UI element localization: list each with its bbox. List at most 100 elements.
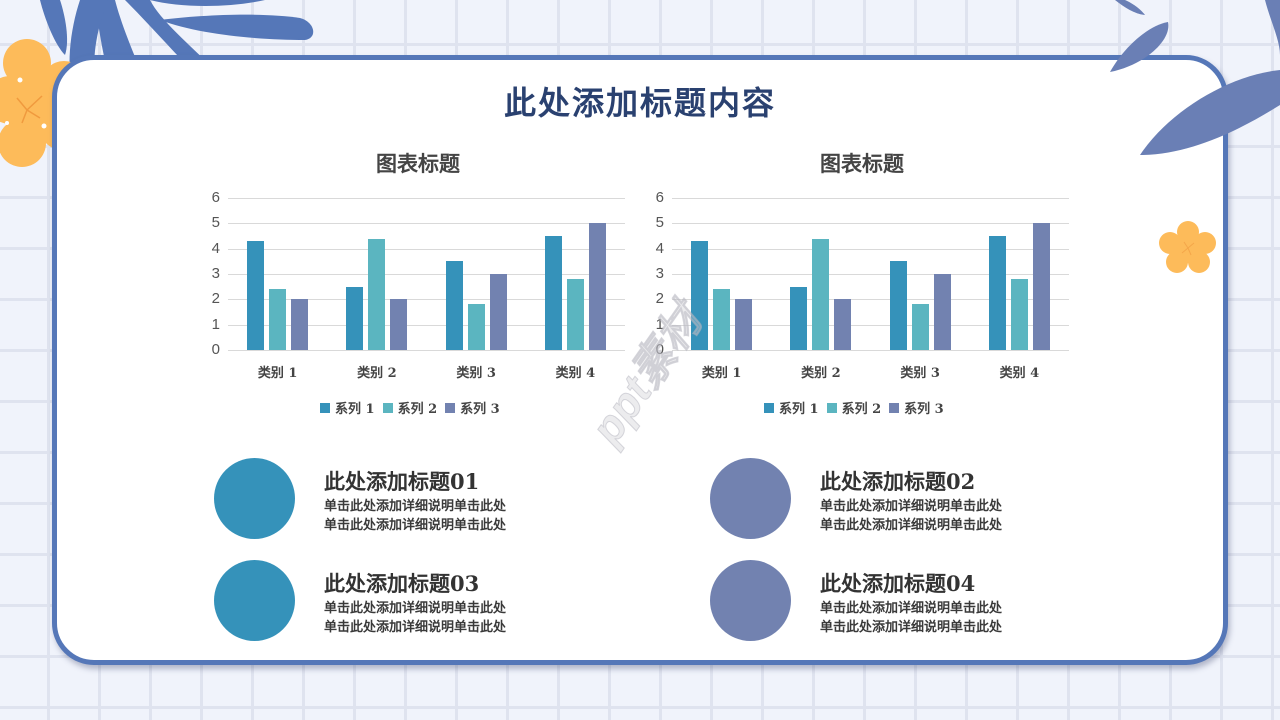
bar-chart-right: 图表标题 0 1 2 3 4 5 6 类别 1 类别 2 类别 3 类别 4 系列 1 系列 2 系列 3 (632, 148, 1092, 428)
gridline (672, 299, 1069, 301)
gridline (672, 324, 1069, 326)
item-description: 单击此处添加详细说明单击此处 (324, 601, 507, 616)
gridline (672, 248, 1069, 250)
y-tick-label: 4 (211, 239, 220, 257)
circle-icon (710, 458, 791, 539)
y-tick-label: 6 (211, 189, 220, 206)
bar-2 (812, 238, 830, 350)
item-description: 单击此处添加详细说明单击此处 (820, 518, 1003, 533)
gridline (672, 274, 1069, 275)
x-category-label: 类别 2 (357, 366, 397, 381)
y-tick-label: 4 (655, 239, 664, 257)
legend-label: 系列 3 (460, 402, 500, 417)
y-tick-label: 1 (655, 315, 664, 333)
bar-2 (269, 289, 287, 350)
legend-label: 系列 3 (904, 402, 944, 417)
legend-item: 系列 2 (826, 398, 882, 417)
legend-item: 系列 2 (382, 398, 438, 417)
legend-swatch-icon (764, 402, 774, 413)
legend-label: 系列 2 (397, 402, 438, 417)
legend-swatch-icon (889, 402, 900, 413)
chart-legend: 系列 1 系列 2 系列 3 (320, 398, 500, 417)
legend-label: 系列 1 (779, 402, 819, 417)
legend-swatch-icon (320, 402, 330, 413)
bar-1 (988, 236, 1006, 350)
flower-decoration-right (1159, 221, 1216, 273)
circle-icon (214, 560, 295, 641)
x-category-label: 类别 3 (900, 366, 940, 381)
bar-1 (790, 286, 808, 350)
legend-swatch-icon (382, 402, 393, 413)
info-item-3: 此处添加标题03 单击此处添加详细说明单击此处 单击此处添加详细说明单击此处 (214, 560, 574, 642)
x-category-label: 类别 1 (257, 366, 298, 381)
info-item-4: 此处添加标题04 单击此处添加详细说明单击此处 单击此处添加详细说明单击此处 (710, 560, 1070, 642)
bar-3 (735, 299, 753, 350)
y-tick-label: 6 (655, 189, 664, 206)
x-category-label: 类别 2 (801, 366, 841, 381)
bar-2 (911, 304, 929, 350)
plot-area (672, 198, 1069, 351)
bar-1 (247, 241, 265, 350)
bar-2 (566, 279, 584, 350)
gridline (228, 274, 625, 275)
legend-item: 系列 3 (445, 398, 500, 417)
chart-title: 图表标题 (820, 151, 904, 176)
gridline (228, 299, 625, 301)
legend-swatch-icon (445, 402, 456, 413)
bar-2 (368, 238, 386, 350)
leaf-decoration-top-right (1110, 0, 1280, 155)
y-tick-label: 0 (211, 341, 220, 358)
x-category-label: 类别 3 (456, 366, 496, 381)
x-category-label: 类别 1 (701, 366, 742, 381)
y-tick-label: 5 (211, 214, 220, 232)
y-tick-label: 0 (655, 341, 664, 358)
item-description: 单击此处添加详细说明单击此处 (820, 499, 1003, 514)
item-title: 此处添加标题02 (820, 469, 976, 494)
bar-1 (544, 236, 562, 350)
slide-title: 此处添加标题内容 (503, 84, 776, 122)
bar-1 (889, 261, 907, 350)
info-item-1: 此处添加标题01 单击此处添加详细说明单击此处 单击此处添加详细说明单击此处 (214, 458, 574, 540)
y-tick-label: 5 (655, 214, 664, 232)
bar-3 (834, 299, 852, 350)
item-description: 单击此处添加详细说明单击此处 (820, 620, 1003, 635)
gridline (672, 198, 1069, 199)
legend-item: 系列 1 (320, 398, 375, 417)
y-tick-label: 2 (211, 290, 220, 308)
bar-2 (467, 304, 485, 350)
gridline (228, 324, 625, 326)
gridline (672, 223, 1069, 225)
y-tick-label: 3 (655, 265, 664, 282)
y-tick-label: 1 (211, 315, 220, 333)
item-title: 此处添加标题04 (820, 571, 976, 596)
y-tick-label: 2 (655, 290, 664, 308)
legend-item: 系列 3 (889, 398, 944, 417)
gridline (228, 198, 625, 199)
gridline (228, 223, 625, 225)
circle-icon (214, 458, 295, 539)
x-category-label: 类别 4 (999, 366, 1040, 381)
bar-1 (691, 241, 709, 350)
bar-2 (713, 289, 731, 350)
bar-3 (390, 299, 408, 350)
bar-3 (489, 274, 507, 350)
item-title: 此处添加标题01 (324, 469, 480, 494)
legend-swatch-icon (826, 402, 837, 413)
chart-legend: 系列 1 系列 2 系列 3 (764, 398, 944, 417)
x-category-label: 类别 4 (555, 366, 596, 381)
item-description: 单击此处添加详细说明单击此处 (324, 620, 507, 635)
bar-3 (1032, 223, 1050, 350)
gridline (228, 350, 625, 351)
legend-label: 系列 1 (335, 402, 375, 417)
bar-2 (1010, 279, 1028, 350)
bar-3 (588, 223, 606, 350)
bar-1 (445, 261, 463, 350)
info-item-2: 此处添加标题02 单击此处添加详细说明单击此处 单击此处添加详细说明单击此处 (710, 458, 1070, 540)
circle-icon (710, 560, 791, 641)
bar-3 (291, 299, 309, 350)
legend-label: 系列 2 (841, 402, 882, 417)
bar-3 (933, 274, 951, 350)
item-description: 单击此处添加详细说明单击此处 (324, 499, 507, 514)
item-description: 单击此处添加详细说明单击此处 (820, 601, 1003, 616)
item-description: 单击此处添加详细说明单击此处 (324, 518, 507, 533)
